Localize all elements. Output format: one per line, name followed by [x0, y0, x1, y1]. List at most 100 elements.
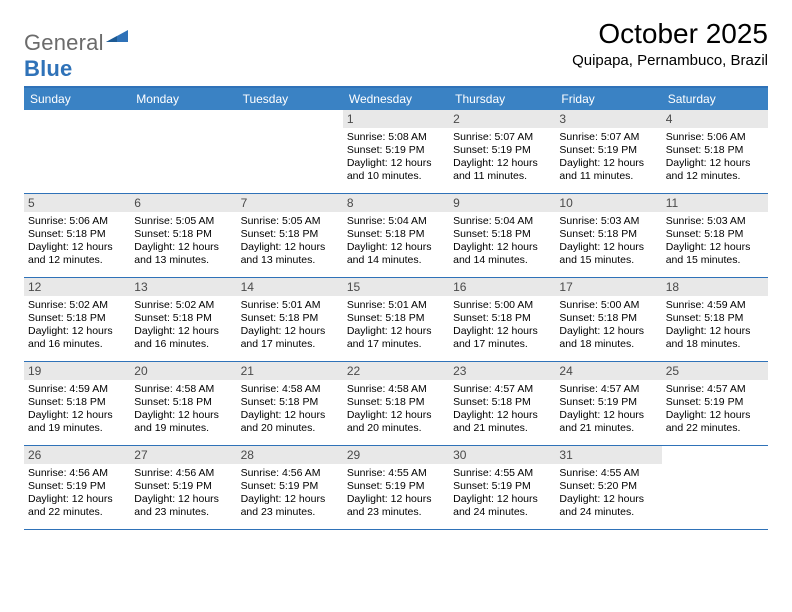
- sunrise-line: Sunrise: 5:00 AM: [559, 299, 657, 312]
- day-number: 27: [130, 446, 236, 464]
- location: Quipapa, Pernambuco, Brazil: [572, 52, 768, 69]
- sunrise-line: Sunrise: 5:00 AM: [453, 299, 551, 312]
- daylight-line: Daylight: 12 hours and 17 minutes.: [347, 325, 445, 351]
- week-row: 12Sunrise: 5:02 AMSunset: 5:18 PMDayligh…: [24, 278, 768, 362]
- day-cell-empty: [24, 110, 130, 193]
- sunset-line: Sunset: 5:19 PM: [559, 396, 657, 409]
- sunrise-line: Sunrise: 5:04 AM: [453, 215, 551, 228]
- weekday-sunday: Sunday: [24, 88, 130, 110]
- day-cell-4: 4Sunrise: 5:06 AMSunset: 5:18 PMDaylight…: [662, 110, 768, 193]
- day-number: 26: [24, 446, 130, 464]
- day-number: 29: [343, 446, 449, 464]
- day-number: 9: [449, 194, 555, 212]
- day-number: 24: [555, 362, 661, 380]
- daylight-line: Daylight: 12 hours and 12 minutes.: [666, 157, 764, 183]
- daylight-line: Daylight: 12 hours and 14 minutes.: [347, 241, 445, 267]
- day-number: 17: [555, 278, 661, 296]
- day-number: 7: [237, 194, 343, 212]
- day-number: 19: [24, 362, 130, 380]
- sunrise-line: Sunrise: 4:55 AM: [347, 467, 445, 480]
- day-number: 4: [662, 110, 768, 128]
- day-number: 5: [24, 194, 130, 212]
- day-number: 3: [555, 110, 661, 128]
- sunrise-line: Sunrise: 4:55 AM: [559, 467, 657, 480]
- day-number: 28: [237, 446, 343, 464]
- day-number: 13: [130, 278, 236, 296]
- sunrise-line: Sunrise: 5:01 AM: [241, 299, 339, 312]
- day-number: 11: [662, 194, 768, 212]
- sunset-line: Sunset: 5:19 PM: [134, 480, 232, 493]
- sunset-line: Sunset: 5:19 PM: [453, 144, 551, 157]
- day-cell-24: 24Sunrise: 4:57 AMSunset: 5:19 PMDayligh…: [555, 362, 661, 445]
- day-number: 22: [343, 362, 449, 380]
- logo-text-2: Blue: [24, 56, 72, 81]
- daylight-line: Daylight: 12 hours and 21 minutes.: [453, 409, 551, 435]
- daylight-line: Daylight: 12 hours and 17 minutes.: [453, 325, 551, 351]
- title-block: October 2025 Quipapa, Pernambuco, Brazil: [572, 18, 768, 75]
- day-number: 20: [130, 362, 236, 380]
- sunset-line: Sunset: 5:19 PM: [347, 144, 445, 157]
- day-cell-empty: [237, 110, 343, 193]
- day-cell-16: 16Sunrise: 5:00 AMSunset: 5:18 PMDayligh…: [449, 278, 555, 361]
- sunset-line: Sunset: 5:18 PM: [453, 312, 551, 325]
- daylight-line: Daylight: 12 hours and 18 minutes.: [666, 325, 764, 351]
- month-title: October 2025: [572, 18, 768, 50]
- day-cell-5: 5 Sunrise: 5:06 AMSunset: 5:18 PMDaylight…: [24, 194, 130, 277]
- sunrise-line: Sunrise: 4:56 AM: [28, 467, 126, 480]
- sunset-line: Sunset: 5:18 PM: [241, 228, 339, 241]
- sunset-line: Sunset: 5:18 PM: [241, 312, 339, 325]
- week-row: 1Sunrise: 5:08 AMSunset: 5:19 PMDaylight…: [24, 110, 768, 194]
- sunrise-line: Sunrise: 5:05 AM: [134, 215, 232, 228]
- sunrise-line: Sunrise: 5:06 AM: [28, 215, 126, 228]
- day-number: 21: [237, 362, 343, 380]
- day-number: 31: [555, 446, 661, 464]
- day-number: 12: [24, 278, 130, 296]
- logo-text-1: General: [24, 30, 104, 55]
- sunset-line: Sunset: 5:18 PM: [347, 396, 445, 409]
- day-number: 18: [662, 278, 768, 296]
- sunrise-line: Sunrise: 5:02 AM: [28, 299, 126, 312]
- sunset-line: Sunset: 5:18 PM: [134, 396, 232, 409]
- daylight-line: Daylight: 12 hours and 13 minutes.: [241, 241, 339, 267]
- daylight-line: Daylight: 12 hours and 16 minutes.: [28, 325, 126, 351]
- day-cell-empty: [662, 446, 768, 529]
- sunset-line: Sunset: 5:18 PM: [559, 312, 657, 325]
- daylight-line: Daylight: 12 hours and 23 minutes.: [241, 493, 339, 519]
- sunset-line: Sunset: 5:18 PM: [453, 396, 551, 409]
- day-number: 1: [343, 110, 449, 128]
- sunset-line: Sunset: 5:18 PM: [666, 312, 764, 325]
- daylight-line: Daylight: 12 hours and 20 minutes.: [347, 409, 445, 435]
- day-cell-28: 28Sunrise: 4:56 AMSunset: 5:19 PMDayligh…: [237, 446, 343, 529]
- daylight-line: Daylight: 12 hours and 12 minutes.: [28, 241, 126, 267]
- week-row: 5Sunrise: 5:06 AMSunset: 5:18 PMDaylight…: [24, 194, 768, 278]
- header: General Blue October 2025 Quipapa, Perna…: [24, 18, 768, 82]
- day-cell-6: 6Sunrise: 5:05 AMSunset: 5:18 PMDaylight…: [130, 194, 236, 277]
- day-cell-empty: [130, 110, 236, 193]
- day-cell-1: 1Sunrise: 5:08 AMSunset: 5:19 PMDaylight…: [343, 110, 449, 193]
- sunset-line: Sunset: 5:19 PM: [28, 480, 126, 493]
- calendar: SundayMondayTuesdayWednesdayThursdayFrid…: [24, 86, 768, 530]
- weekday-tuesday: Tuesday: [237, 88, 343, 110]
- sunset-line: Sunset: 5:18 PM: [28, 396, 126, 409]
- sunset-line: Sunset: 5:18 PM: [28, 228, 126, 241]
- day-number: 8: [343, 194, 449, 212]
- sunset-line: Sunset: 5:18 PM: [666, 228, 764, 241]
- daylight-line: Daylight: 12 hours and 11 minutes.: [453, 157, 551, 183]
- sunset-line: Sunset: 5:18 PM: [453, 228, 551, 241]
- week-row: 19Sunrise: 4:59 AMSunset: 5:18 PMDayligh…: [24, 362, 768, 446]
- sunrise-line: Sunrise: 4:59 AM: [666, 299, 764, 312]
- day-number: 23: [449, 362, 555, 380]
- weekday-thursday: Thursday: [449, 88, 555, 110]
- sunset-line: Sunset: 5:20 PM: [559, 480, 657, 493]
- day-cell-23: 23Sunrise: 4:57 AMSunset: 5:18 PMDayligh…: [449, 362, 555, 445]
- day-cell-19: 19Sunrise: 4:59 AMSunset: 5:18 PMDayligh…: [24, 362, 130, 445]
- sunrise-line: Sunrise: 5:05 AM: [241, 215, 339, 228]
- day-number: 10: [555, 194, 661, 212]
- day-number: 15: [343, 278, 449, 296]
- logo-triangle-icon: [106, 24, 128, 50]
- day-cell-29: 29Sunrise: 4:55 AMSunset: 5:19 PMDayligh…: [343, 446, 449, 529]
- sunset-line: Sunset: 5:18 PM: [241, 396, 339, 409]
- sunset-line: Sunset: 5:19 PM: [666, 396, 764, 409]
- sunrise-line: Sunrise: 5:08 AM: [347, 131, 445, 144]
- sunset-line: Sunset: 5:19 PM: [241, 480, 339, 493]
